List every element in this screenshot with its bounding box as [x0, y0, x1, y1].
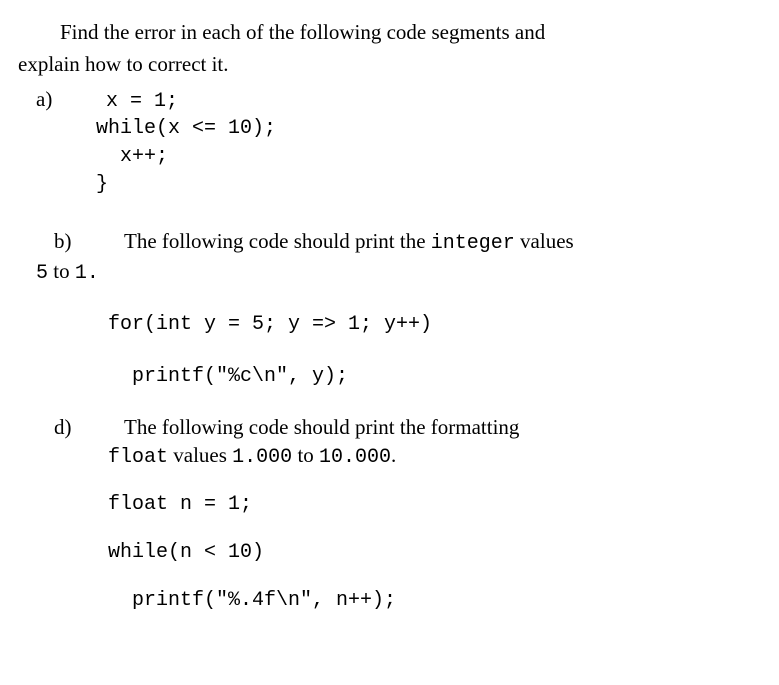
part-a-code-line3: x++;: [18, 143, 761, 171]
part-b-code-line1: for(int y = 5; y => 1; y++): [18, 311, 761, 339]
part-b-desc-before: The following code should print the: [124, 229, 431, 253]
part-b-label: b): [36, 227, 124, 255]
part-d: d)The following code should print the fo…: [18, 413, 761, 615]
part-d-code-line3: printf("%.4f\n", n++);: [18, 587, 761, 615]
part-d-desc2-mid2: to: [292, 443, 319, 467]
part-b-code-line2: printf("%c\n", y);: [18, 363, 761, 391]
intro-line1: Find the error in each of the following …: [18, 18, 761, 46]
part-a-code-line1: x = 1;: [106, 90, 178, 113]
part-d-desc-line1: The following code should print the form…: [124, 415, 519, 439]
part-d-desc2-mono3: 10.000: [319, 446, 391, 469]
part-a-label: a): [18, 85, 106, 113]
intro-line2: explain how to correct it.: [18, 50, 761, 78]
part-a-code-line2: while(x <= 10);: [18, 115, 761, 143]
part-b-desc2-mid: to: [48, 259, 75, 283]
part-d-label: d): [36, 413, 124, 441]
part-d-desc2-mono2: 1.000: [232, 446, 292, 469]
part-b-desc-after: values: [515, 229, 574, 253]
part-d-code-line2: while(n < 10): [18, 539, 761, 567]
part-d-desc2-mid1: values: [168, 443, 232, 467]
part-d-desc2-mono1: float: [108, 446, 168, 469]
part-b-desc-mono: integer: [431, 232, 515, 255]
part-b-desc2-mono2: 1.: [75, 262, 99, 285]
part-b: b)The following code should print the in…: [18, 227, 761, 391]
part-d-code-line1: float n = 1;: [18, 491, 761, 519]
part-a-code-line4: }: [18, 171, 761, 199]
part-a: a)x = 1; while(x <= 10); x++; }: [18, 85, 761, 199]
part-b-desc2-mono1: 5: [36, 262, 48, 285]
part-d-desc2-end: .: [391, 443, 396, 467]
